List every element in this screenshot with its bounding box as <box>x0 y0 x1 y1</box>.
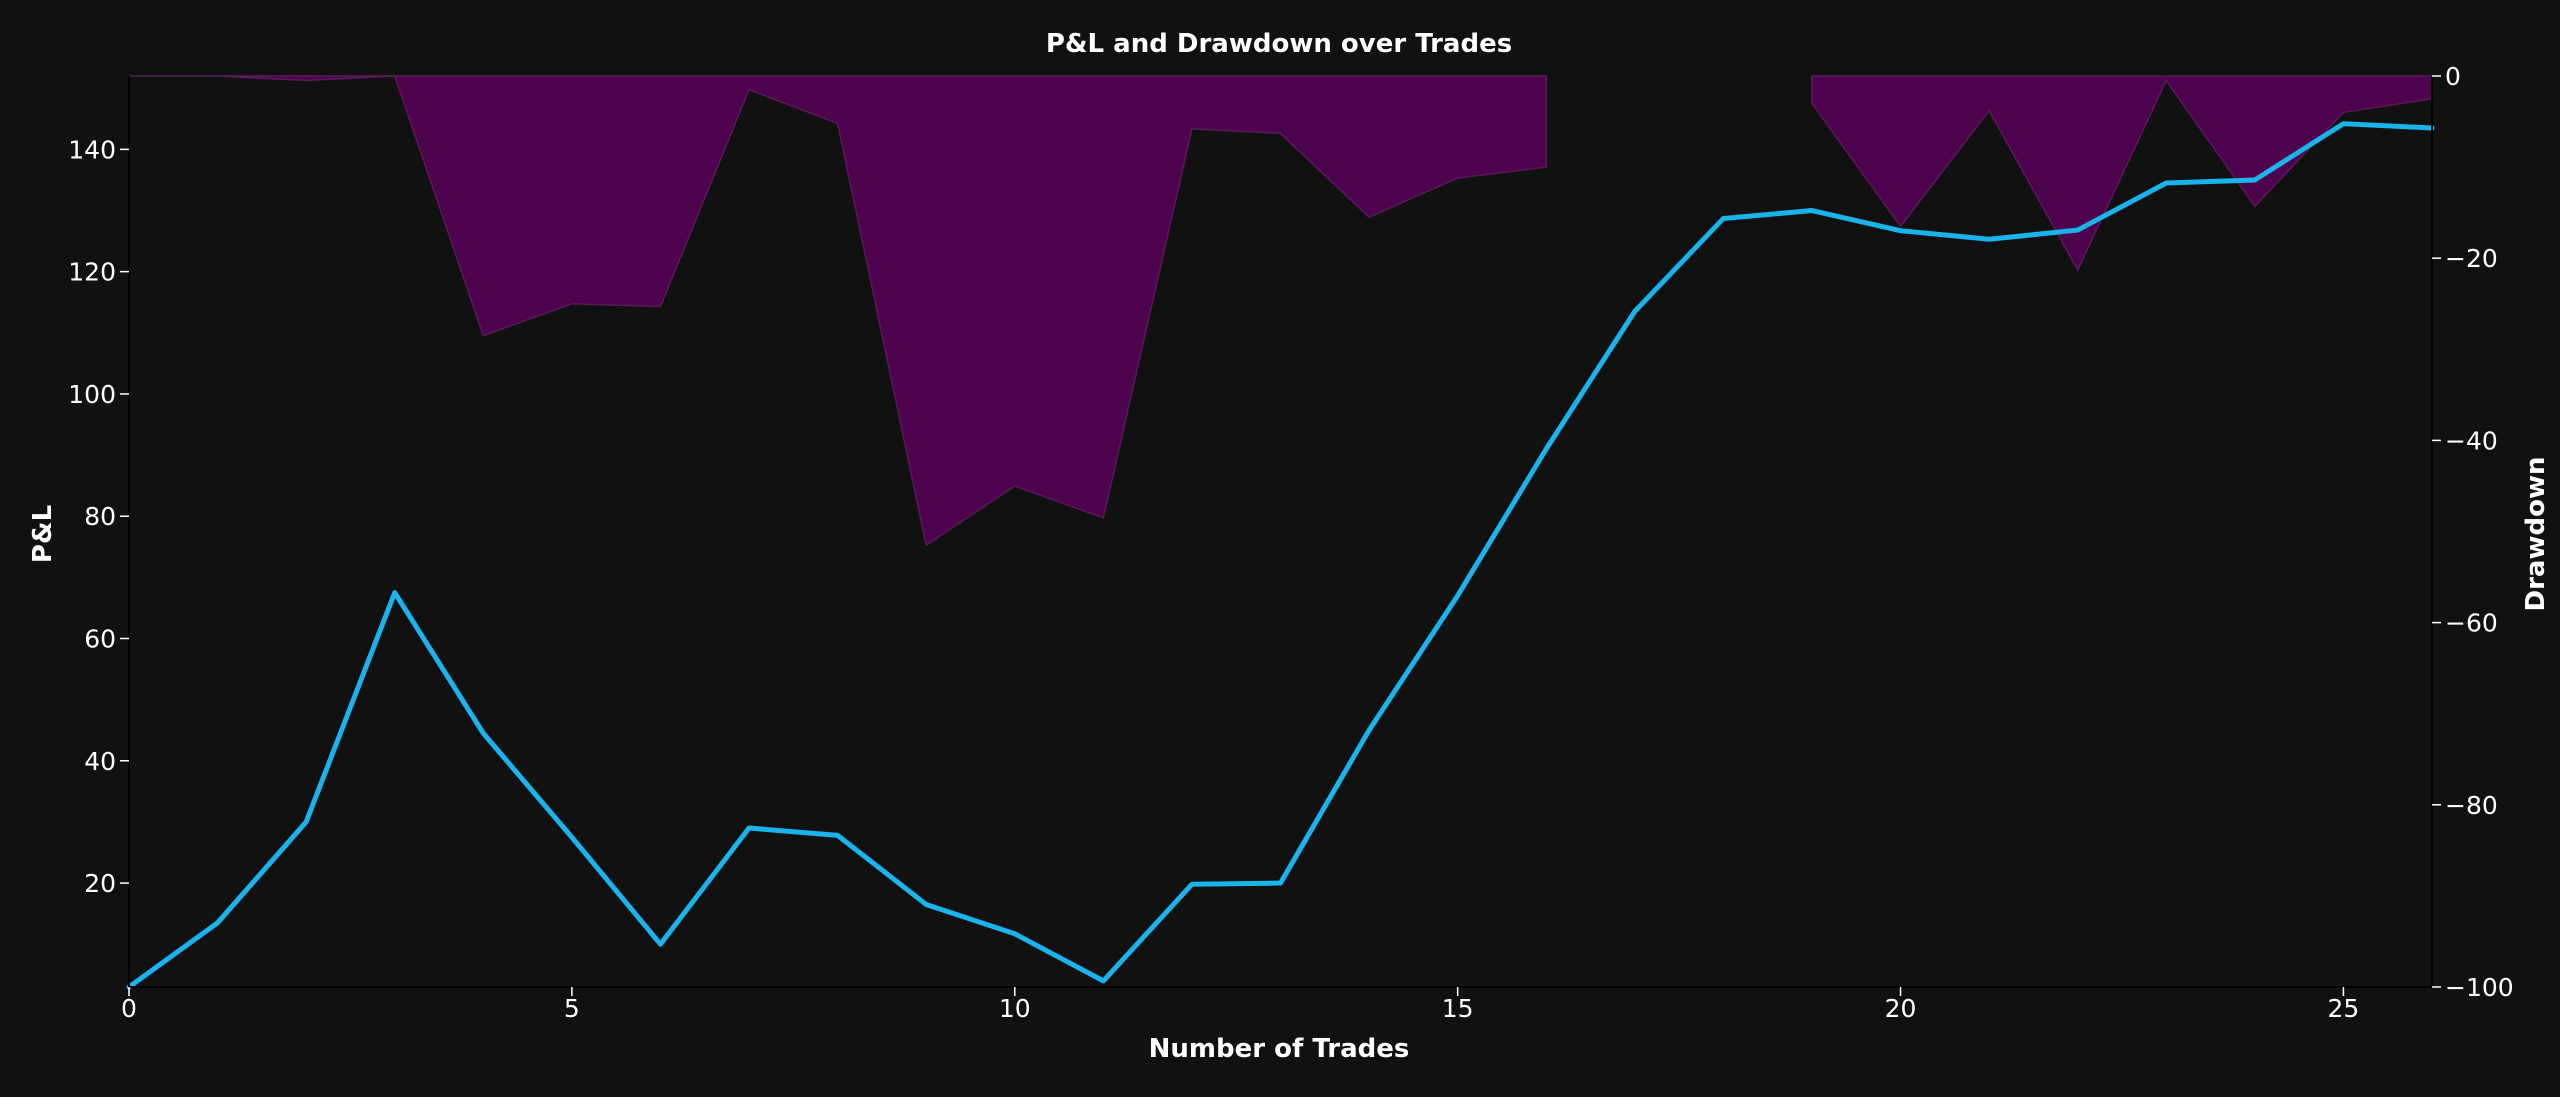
y-tick-label: 40 <box>84 747 116 776</box>
y2-tick-label: −20 <box>2445 244 2498 273</box>
chart-title: P&L and Drawdown over Trades <box>1046 29 1512 59</box>
y2-tick-label: −100 <box>2445 973 2514 1002</box>
axes-layer: 0 5 10 15 20 25 20 40 60 80 100 120 140 0 −20 −40 −60 −80… <box>68 62 2513 1023</box>
x-tick-label: 5 <box>564 994 580 1023</box>
y2-tick-label: −60 <box>2445 609 2498 638</box>
x-tick-label: 25 <box>2328 994 2360 1023</box>
y-tick-label: 120 <box>68 258 116 287</box>
y-axis-title: P&L <box>28 505 58 563</box>
y-tick-label: 80 <box>84 502 116 531</box>
pnl-line-layer <box>126 121 2435 990</box>
y-tick-label: 140 <box>68 135 116 164</box>
drawdown-area-segment-1 <box>1811 75 2433 272</box>
x-axis-title: Number of Trades <box>1149 1034 1410 1064</box>
drawdown-area-segment-0 <box>129 75 1547 547</box>
x-tick-label: 10 <box>999 994 1031 1023</box>
y2-tick-label: 0 <box>2445 62 2461 91</box>
y-tick-label: 20 <box>84 869 116 898</box>
y2-tick-label: −40 <box>2445 426 2498 455</box>
x-tick-label: 0 <box>121 994 137 1023</box>
drawdown-area-layer <box>129 75 2433 547</box>
y2-tick-label: −80 <box>2445 791 2498 820</box>
y-tick-label: 100 <box>68 380 116 409</box>
y2-axis-title: Drawdown <box>2521 457 2551 612</box>
y-tick-label: 60 <box>84 624 116 653</box>
x-tick-label: 15 <box>1442 994 1474 1023</box>
x-tick-label: 20 <box>1885 994 1917 1023</box>
